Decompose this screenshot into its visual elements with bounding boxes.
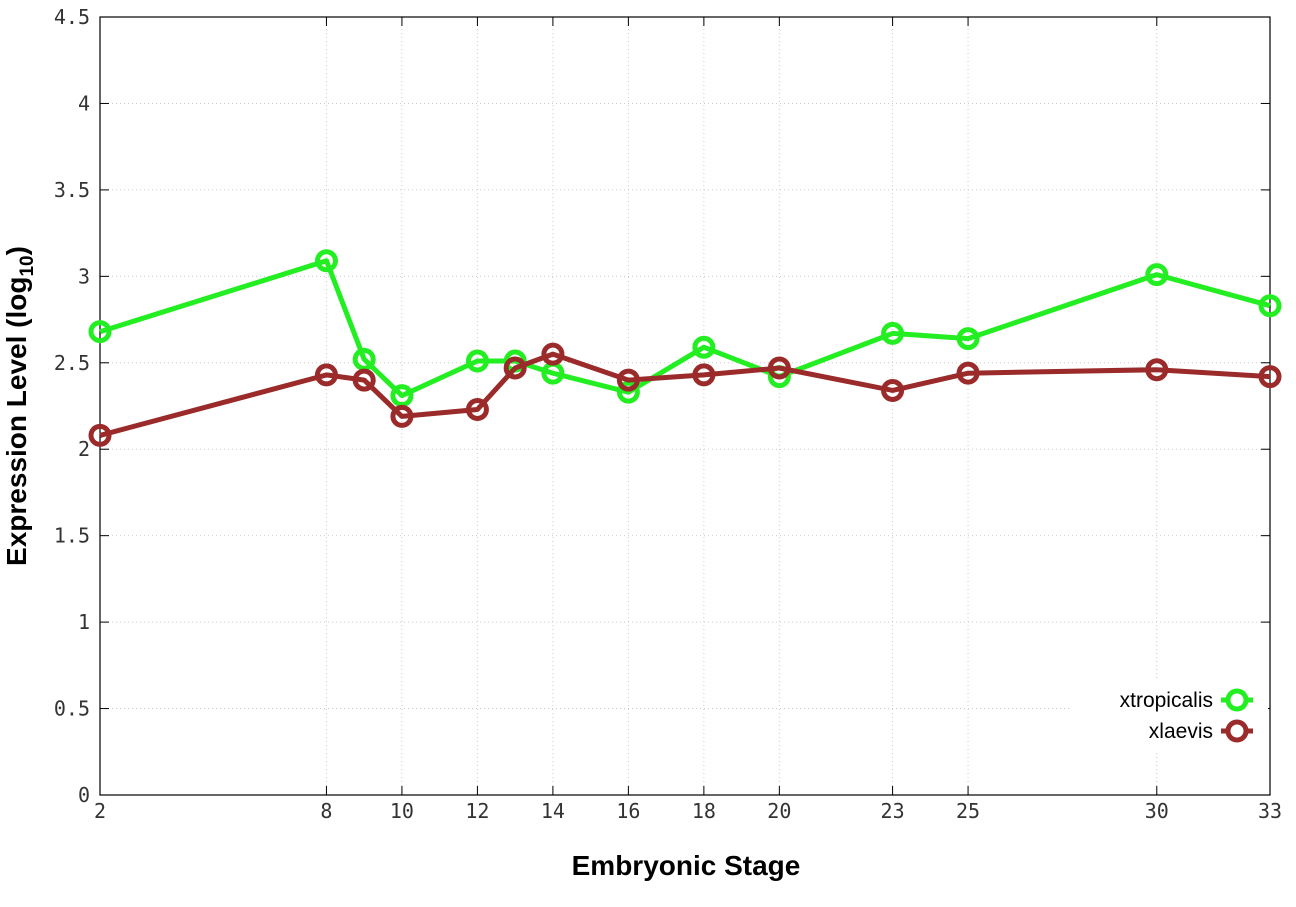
- data-point-xlaevis: [541, 342, 565, 366]
- data-point-xlaevis: [503, 356, 527, 380]
- y-axis-title-subscript: 10: [17, 255, 38, 276]
- series-layer: [88, 249, 1282, 447]
- x-tick-label: 18: [692, 799, 716, 823]
- x-tick-label: 20: [767, 799, 791, 823]
- x-tick-label: 10: [390, 799, 414, 823]
- x-tick-label: 8: [320, 799, 332, 823]
- legend-swatch-xtropicalis-marker: [1225, 688, 1249, 712]
- series-xlaevis: [88, 342, 1282, 447]
- x-tick-label: 2: [94, 799, 106, 823]
- legend-label-xtropicalis: xtropicalis: [1120, 689, 1213, 712]
- data-point-xtropicalis: [616, 380, 640, 404]
- data-point-xlaevis: [390, 404, 414, 428]
- data-point-xtropicalis: [390, 384, 414, 408]
- y-tick-label: 0.5: [54, 697, 90, 721]
- x-tick-label: 25: [956, 799, 980, 823]
- data-point-xlaevis: [1145, 358, 1169, 382]
- data-point-xlaevis: [767, 356, 791, 380]
- x-tick-label: 12: [465, 799, 489, 823]
- x-tick-label: 30: [1145, 799, 1169, 823]
- data-point-xlaevis: [881, 378, 905, 402]
- data-point-xtropicalis: [88, 320, 112, 344]
- y-tick-label: 1.5: [54, 524, 90, 548]
- y-tick-label: 2.5: [54, 351, 90, 375]
- y-tick-label: 3.5: [54, 178, 90, 202]
- x-tick-label: 23: [881, 799, 905, 823]
- legend: xtropicalis xlaevis: [1070, 680, 1268, 752]
- data-point-xlaevis: [616, 368, 640, 392]
- data-point-xlaevis: [1258, 365, 1282, 389]
- data-point-xtropicalis: [881, 321, 905, 345]
- data-point-xtropicalis: [692, 335, 716, 359]
- data-point-xtropicalis: [1145, 263, 1169, 287]
- y-tick-label: 0: [78, 783, 90, 807]
- data-point-xlaevis: [465, 397, 489, 421]
- data-point-xlaevis: [314, 363, 338, 387]
- x-axis-title: Embryonic Stage: [572, 850, 801, 881]
- data-point-xtropicalis: [1258, 294, 1282, 318]
- data-point-xtropicalis: [352, 347, 376, 371]
- x-tick-label: 33: [1258, 799, 1282, 823]
- y-tick-label: 3: [78, 264, 90, 288]
- x-tick-label: 16: [616, 799, 640, 823]
- gridlines: [100, 17, 1270, 795]
- data-point-xtropicalis: [465, 349, 489, 373]
- series-xtropicalis: [88, 249, 1282, 408]
- y-tick-label: 4.5: [54, 5, 90, 29]
- y-axis-title-close: ): [1, 246, 32, 255]
- data-point-xlaevis: [692, 363, 716, 387]
- legend-swatch-xlaevis-marker: [1225, 719, 1249, 743]
- data-point-xtropicalis: [956, 327, 980, 351]
- y-axis-title-main: Expression Level (log: [1, 277, 32, 566]
- x-tick-label: 14: [541, 799, 565, 823]
- axis-ticks: [99, 16, 1271, 796]
- data-point-xlaevis: [956, 361, 980, 385]
- data-point-xlaevis: [352, 368, 376, 392]
- series-line-xlaevis: [99, 351, 1271, 438]
- plot-frame: [99, 16, 1271, 796]
- y-tick-labels: 0 0.5 1 1.5 2 2.5 3 3.5 4 4.5: [54, 5, 90, 807]
- y-tick-label: 4: [78, 91, 90, 115]
- data-point-xlaevis: [88, 423, 112, 447]
- y-axis-title: Expression Level (log10): [1, 246, 38, 566]
- legend-label-xlaevis: xlaevis: [1149, 720, 1213, 743]
- data-point-xtropicalis: [314, 249, 338, 273]
- y-tick-label: 1: [78, 610, 90, 634]
- x-tick-labels: 2 8 10 12 14 16 18 20 23 25 30 33: [94, 799, 1282, 823]
- y-tick-label: 2: [78, 437, 90, 461]
